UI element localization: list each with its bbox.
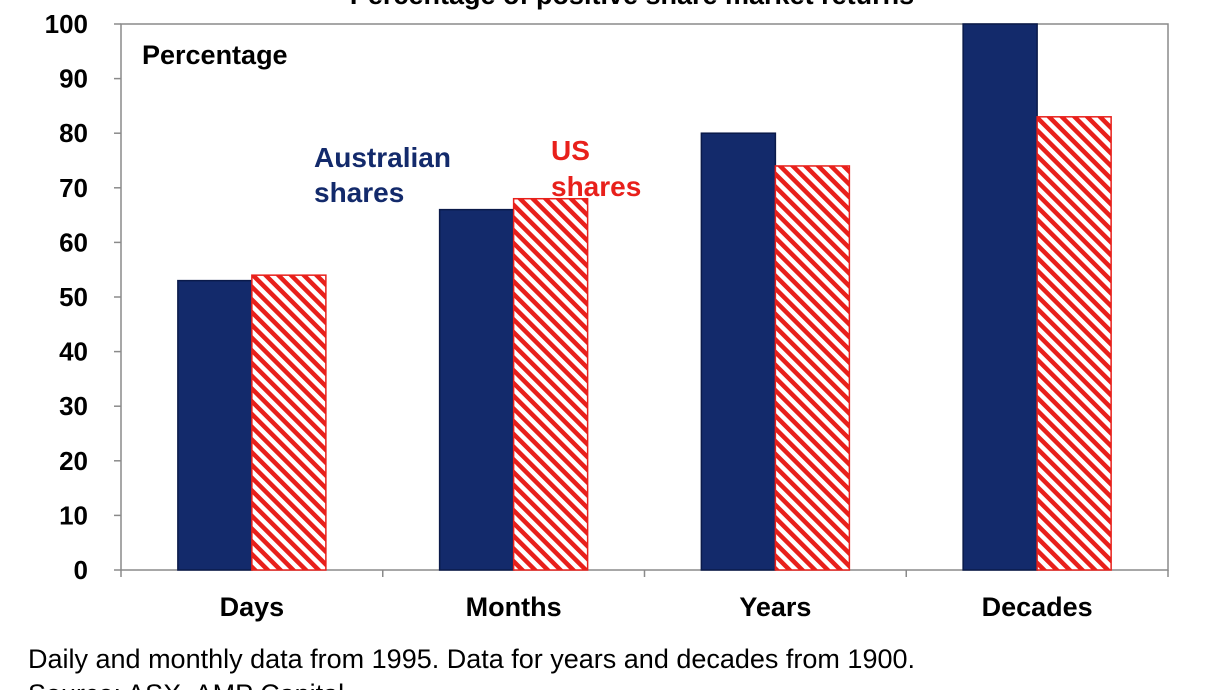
y-tick-label: 100 [45, 9, 88, 39]
bars [177, 23, 1112, 571]
y-tick-label: 30 [59, 391, 88, 421]
y-tick-label: 20 [59, 446, 88, 476]
x-tick-label: Years [739, 592, 811, 622]
footnote-source: Source: ASX, AMP Capital [28, 679, 344, 690]
legend-us-line-2: shares [551, 171, 641, 202]
y-tick-label: 90 [59, 64, 88, 94]
y-tick-label: 10 [59, 500, 88, 530]
x-tick-label: Days [220, 592, 285, 622]
legend-australian-line-2: shares [314, 177, 404, 208]
y-tick-label: 60 [59, 227, 88, 257]
legend-us-shares: US shares [551, 135, 641, 202]
y-tick-label: 70 [59, 173, 88, 203]
chart-title: Percentage of positive share market retu… [350, 0, 914, 10]
y-tick-label: 50 [59, 282, 88, 312]
bar-australian-shares-months [438, 208, 515, 571]
legend-australian-line-1: Australian [314, 142, 451, 173]
y-tick-label: 0 [74, 555, 88, 585]
legend-us-line-1: US [551, 135, 590, 166]
y-tick-label: 40 [59, 337, 88, 367]
y-tick-label: 80 [59, 118, 88, 148]
bar-australian-shares-decades [962, 23, 1038, 571]
bar-us-shares-months [512, 197, 589, 571]
bar-australian-shares-days [177, 279, 253, 571]
bar-us-shares-years [774, 165, 851, 571]
bar-us-shares-decades [1036, 116, 1112, 571]
footnote-data-range: Daily and monthly data from 1995. Data f… [28, 644, 915, 674]
x-axis: Days Months Years Decades [120, 570, 1169, 622]
y-axis-label: Percentage [142, 40, 288, 70]
bar-australian-shares-years [700, 132, 777, 571]
x-tick-label: Months [466, 592, 562, 622]
bar-us-shares-days [251, 274, 327, 571]
legend-australian-shares: Australian shares [314, 142, 451, 208]
x-tick-label: Decades [982, 592, 1093, 622]
y-axis: 0 10 20 30 40 50 60 70 80 90 100 [45, 9, 121, 585]
